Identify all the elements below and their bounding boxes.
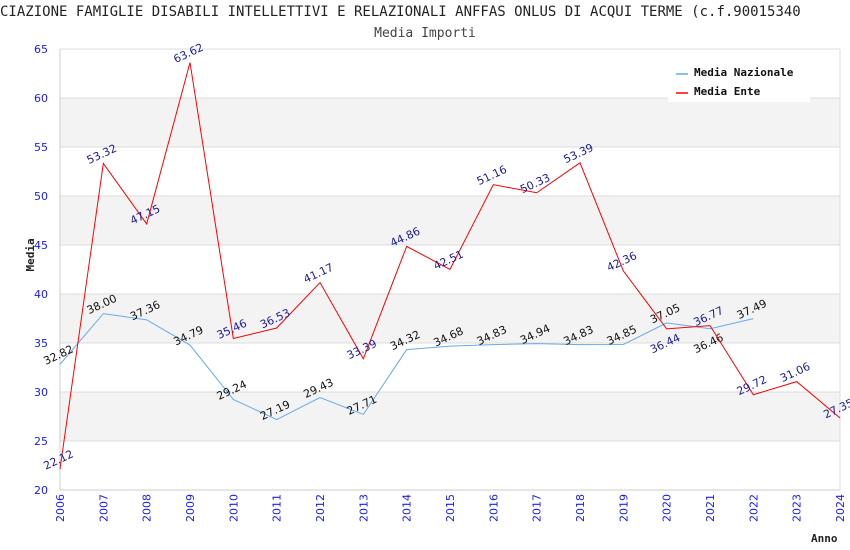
x-tick-label: 2022 [747,494,760,522]
x-axis-title: Anno [811,532,838,545]
x-tick-label: 2013 [357,494,370,522]
x-tick-label: 2018 [574,494,587,522]
y-tick-label: 20 [34,484,48,497]
x-tick-label: 2010 [227,494,240,522]
chart-title: CIAZIONE FAMIGLIE DISABILI INTELLETTIVI … [0,4,801,20]
data-label: 31.06 [778,360,812,385]
chart-subtitle: Media Importi [374,26,476,41]
x-tick-label: 2017 [531,494,544,522]
y-tick-label: 30 [34,386,48,399]
y-tick-label: 65 [34,43,48,56]
legend-label: Media Ente [694,85,761,98]
x-tick-label: 2012 [314,494,327,522]
x-tick-label: 2014 [401,494,414,522]
x-tick-label: 2021 [704,494,717,522]
x-tick-label: 2023 [791,494,804,522]
x-tick-label: 2016 [487,494,500,522]
x-tick-label: 2019 [617,494,630,522]
y-tick-label: 25 [34,435,48,448]
y-tick-label: 35 [34,337,48,350]
y-axis-title: Media [24,238,37,271]
grid-band [60,294,840,343]
y-tick-label: 55 [34,141,48,154]
y-tick-label: 60 [34,92,48,105]
series-line-ente [59,62,841,470]
y-tick-label: 40 [34,288,48,301]
x-tick-label: 2006 [54,494,67,522]
data-label: 41.17 [301,261,335,286]
y-tick-label: 45 [34,239,48,252]
legend-label: Media Nazionale [694,66,794,79]
y-tick-label: 50 [34,190,48,203]
series-line-nazionale [59,313,754,421]
grid-band [60,98,840,147]
data-label: 63.62 [171,41,205,66]
data-label: 22.12 [41,448,75,473]
x-tick-label: 2007 [97,494,110,522]
x-tick-label: 2020 [661,494,674,522]
x-tick-label: 2024 [834,494,847,522]
grid-band [60,392,840,441]
data-label: 51.16 [475,163,509,188]
legend [668,58,810,102]
data-label: 42.36 [605,249,639,274]
grid-band [60,196,840,245]
x-tick-label: 2009 [184,494,197,522]
x-tick-label: 2008 [141,494,154,522]
x-tick-label: 2011 [271,494,284,522]
x-tick-label: 2015 [444,494,457,522]
